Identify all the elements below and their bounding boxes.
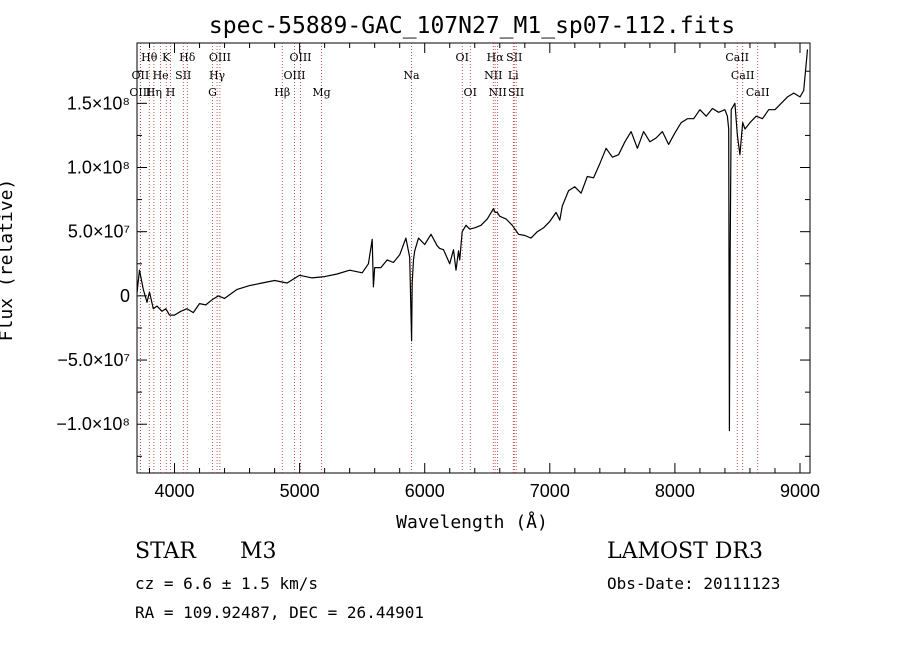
line-marker-label-10: Hγ (209, 69, 226, 82)
x-tick-label-4: 8000 (655, 481, 695, 501)
line-marker-label-6: Hδ (179, 51, 196, 64)
line-marker-label-25: CaII (725, 51, 749, 64)
x-axis-label: Wavelength (Å) (396, 511, 548, 533)
line-marker-label-14: Hβ (274, 86, 290, 99)
line-markers: Hθ OII OIII K He Hη Hδ SII H OIII Hγ G OIII OIII Hβ Mg N… (129, 43, 770, 473)
line-marker-label-26: CaII (731, 69, 755, 82)
line-marker-label-24: SII (508, 86, 524, 99)
data-series (136, 49, 809, 432)
x-tick-label-2: 6000 (405, 481, 445, 501)
chart-title: spec-55889-GAC_107N27_M1_sp07-112.fits (209, 13, 735, 39)
line-marker-label-7: SII (175, 69, 191, 82)
plot-frame (136, 42, 811, 474)
line-marker-label-13: OIII (283, 69, 305, 82)
line-marker-label-3: K (162, 51, 171, 64)
y-tick-label-2: 0 (120, 286, 130, 306)
line-marker-label-18: OI (464, 86, 477, 99)
x-tick-label-5: 9000 (780, 481, 820, 501)
line-marker-label-0: Hθ (141, 51, 158, 64)
redshift-text: cz = 6.6 ± 1.5 km/s (135, 574, 319, 593)
coords-text: RA = 109.92487, DEC = 26.44901 (135, 603, 424, 622)
object-class: STAR (135, 539, 196, 564)
obs-date-text: Obs-Date: 20111123 (607, 574, 781, 593)
line-marker-label-22: SII (506, 51, 522, 64)
survey-name: LAMOST DR3 (607, 539, 763, 564)
line-marker-label-12: OIII (289, 51, 311, 64)
x-tick-label-3: 7000 (530, 481, 570, 501)
line-marker-label-8: H (166, 86, 176, 99)
line-marker-label-20: NII (484, 69, 502, 82)
line-marker-label-9: OIII (209, 51, 231, 64)
y-tick-label-0: −1.0×10⁸ (56, 414, 130, 434)
line-marker-label-27: CaII (746, 86, 770, 99)
line-marker-label-4: He (153, 69, 169, 82)
x-tick-label-1: 5000 (280, 481, 320, 501)
line-marker-label-11: G (208, 86, 217, 99)
y-tick-label-1: −5.0×10⁷ (57, 350, 130, 370)
line-marker-label-15: Mg (312, 86, 330, 99)
line-marker-label-16: Na (403, 69, 420, 82)
y-tick-label-3: 5.0×10⁷ (68, 222, 130, 242)
line-marker-label-21: NII (488, 86, 506, 99)
object-subclass: M3 (240, 539, 277, 564)
y-axis-label: Flux (relative) (0, 179, 17, 342)
line-marker-label-23: Li (508, 69, 519, 82)
y-tick-label-5: 1.5×10⁸ (67, 93, 130, 113)
y-tick-label-4: 1.0×10⁸ (67, 158, 130, 178)
spectrum-line-0 (136, 49, 809, 432)
x-tick-label-0: 4000 (155, 481, 195, 501)
axis-ticks: 4000 5000 6000 7000 8000 9000 −1.0×10⁸ −5.0×10⁷… (56, 43, 820, 501)
line-marker-label-19: Hα (487, 51, 505, 64)
line-marker-label-17: OI (456, 51, 469, 64)
line-marker-label-2: OIII (129, 86, 151, 99)
line-marker-label-1: OII (132, 69, 150, 82)
line-marker-label-5: Hη (146, 86, 162, 99)
